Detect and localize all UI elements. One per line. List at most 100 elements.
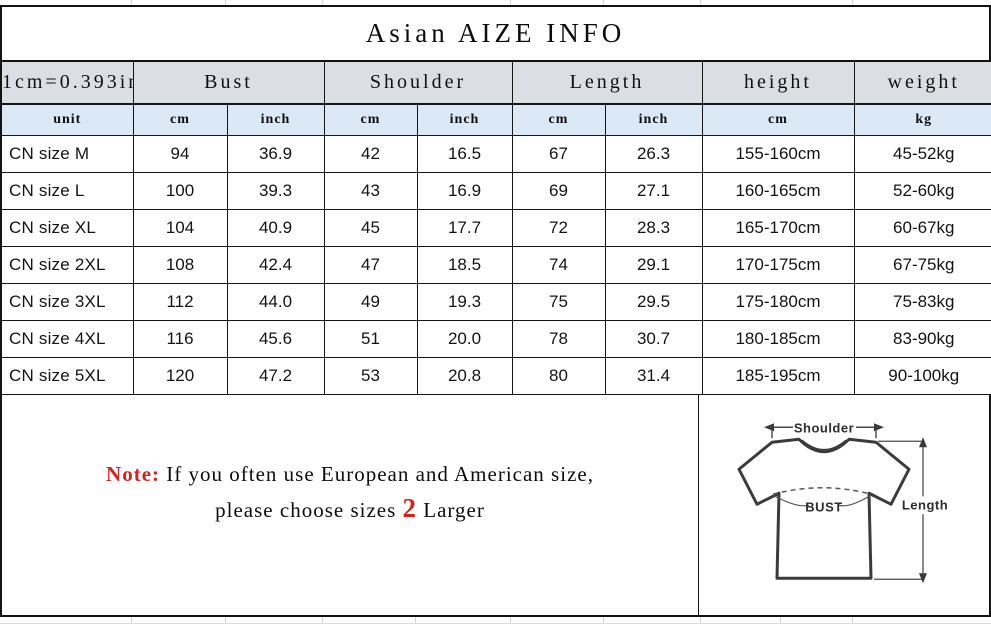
unit-row: unit cm inch cm inch cm inch cm kg (2, 103, 991, 136)
row-size-label: CN size 4XL (2, 319, 134, 358)
row-size-label: CN size XL (2, 208, 134, 247)
cell-shoulder-cm: 43 (323, 171, 418, 210)
cell-shoulder-cm: 51 (323, 319, 418, 358)
collar-inner-arc-icon (801, 439, 847, 451)
cell-length-inch: 30.7 (604, 319, 703, 358)
length-arrowhead-top-icon (919, 436, 927, 447)
cell-shoulder-cm: 45 (323, 208, 418, 247)
cell-length-inch: 28.3 (604, 208, 703, 247)
unit-shoulder-inch: inch (416, 103, 513, 136)
row-size-label: CN size 5XL (2, 356, 134, 395)
shoulder-label-bg (793, 418, 856, 435)
shoulder-label: Shoulder (794, 420, 854, 435)
length-label: Length (902, 497, 948, 512)
group-header-row: 1cm=0.393inch Bust Shoulder Length heigh… (2, 62, 991, 105)
table-row: CN size XL 104 40.9 45 17.7 72 28.3 165-… (2, 208, 991, 247)
unit-bust-cm: cm (132, 103, 228, 136)
cell-length-inch: 29.1 (604, 245, 703, 284)
cell-length-inch: 29.5 (604, 282, 703, 321)
page-title: Asian AIZE INFO (365, 18, 626, 48)
conversion-note: 1cm=0.393inch (2, 62, 134, 105)
cell-bust-cm: 120 (132, 356, 228, 395)
cell-bust-inch: 39.3 (226, 171, 325, 210)
bust-label: BUST (805, 499, 842, 514)
cell-height-range: 170-175cm (701, 245, 855, 284)
cell-height-range: 185-195cm (701, 356, 855, 395)
cell-shoulder-cm: 53 (323, 356, 418, 395)
unit-height-cm: cm (701, 103, 855, 136)
note-text-2a: please choose sizes (215, 497, 403, 522)
cell-weight-range: 52-60kg (853, 171, 991, 210)
note-line-1: Note: If you often use European and Amer… (106, 457, 594, 491)
bust-solid-line-left (772, 494, 810, 506)
note-text-1: If you often use European and American s… (160, 461, 594, 486)
header-height: height (701, 62, 855, 105)
table-row: CN size 5XL 120 47.2 53 20.8 80 31.4 185… (2, 356, 991, 395)
tshirt-measurement-diagram: Shoulder BUST Length (699, 394, 989, 615)
cell-bust-inch: 42.4 (226, 245, 325, 284)
title-row: Asian AIZE INFO (2, 7, 989, 62)
unit-bust-inch: inch (226, 103, 325, 136)
cell-bust-cm: 108 (132, 245, 228, 284)
bust-solid-line-right (838, 494, 872, 506)
cell-bust-inch: 40.9 (226, 208, 325, 247)
cell-length-inch: 31.4 (604, 356, 703, 395)
cell-bust-inch: 44.0 (226, 282, 325, 321)
table-row: CN size 2XL 108 42.4 47 18.5 74 29.1 170… (2, 245, 991, 284)
cell-shoulder-inch: 17.7 (416, 208, 513, 247)
row-size-label: CN size L (2, 171, 134, 210)
tshirt-diagram-svg: Shoulder BUST Length (737, 418, 948, 583)
cell-shoulder-inch: 16.9 (416, 171, 513, 210)
cell-bust-inch: 47.2 (226, 356, 325, 395)
row-size-label: CN size 2XL (2, 245, 134, 284)
cell-shoulder-inch: 16.5 (416, 134, 513, 173)
cell-length-cm: 74 (511, 245, 606, 284)
note-highlight-number: 2 (402, 492, 418, 523)
length-label-bg (901, 495, 948, 514)
cell-bust-cm: 94 (132, 134, 228, 173)
cell-height-range: 175-180cm (701, 282, 855, 321)
unit-length-cm: cm (511, 103, 606, 136)
length-arrowhead-bottom-icon (919, 572, 927, 583)
table-row: CN size L 100 39.3 43 16.9 69 27.1 160-1… (2, 171, 991, 210)
note-text-2b: Larger (417, 497, 485, 522)
cell-weight-range: 83-90kg (853, 319, 991, 358)
cell-weight-range: 45-52kg (853, 134, 991, 173)
cell-shoulder-inch: 20.8 (416, 356, 513, 395)
table-row: CN size M 94 36.9 42 16.5 67 26.3 155-16… (2, 134, 991, 173)
cell-length-inch: 26.3 (604, 134, 703, 173)
cell-bust-cm: 100 (132, 171, 228, 210)
header-shoulder: Shoulder (323, 62, 513, 105)
cell-bust-cm: 104 (132, 208, 228, 247)
table-row: CN size 4XL 116 45.6 51 20.0 78 30.7 180… (2, 319, 991, 358)
top-gridline-strip (0, 0, 991, 5)
note-label: Note: (106, 461, 161, 486)
header-bust: Bust (132, 62, 325, 105)
cell-shoulder-inch: 19.3 (416, 282, 513, 321)
row-size-label: CN size 3XL (2, 282, 134, 321)
cell-height-range: 160-165cm (701, 171, 855, 210)
cell-shoulder-cm: 47 (323, 245, 418, 284)
cell-height-range: 165-170cm (701, 208, 855, 247)
size-table: 1cm=0.393inch Bust Shoulder Length heigh… (2, 62, 991, 395)
unit-length-inch: inch (604, 103, 703, 136)
note-box: Note: If you often use European and Amer… (2, 394, 699, 615)
shoulder-arrowhead-left-icon (764, 422, 774, 431)
cell-length-cm: 69 (511, 171, 606, 210)
cell-length-cm: 72 (511, 208, 606, 247)
cell-length-cm: 78 (511, 319, 606, 358)
table-row: CN size 3XL 112 44.0 49 19.3 75 29.5 175… (2, 282, 991, 321)
bust-dashed-line (772, 486, 872, 495)
cell-bust-cm: 116 (132, 319, 228, 358)
cell-length-cm: 80 (511, 356, 606, 395)
unit-shoulder-cm: cm (323, 103, 418, 136)
cell-height-range: 180-185cm (701, 319, 855, 358)
bottom-gridline-strip (0, 617, 991, 624)
header-weight: weight (853, 62, 991, 105)
cell-shoulder-inch: 18.5 (416, 245, 513, 284)
cell-bust-inch: 45.6 (226, 319, 325, 358)
cell-height-range: 155-160cm (701, 134, 855, 173)
collar-mid-arc-icon (799, 438, 849, 451)
cell-length-inch: 27.1 (604, 171, 703, 210)
